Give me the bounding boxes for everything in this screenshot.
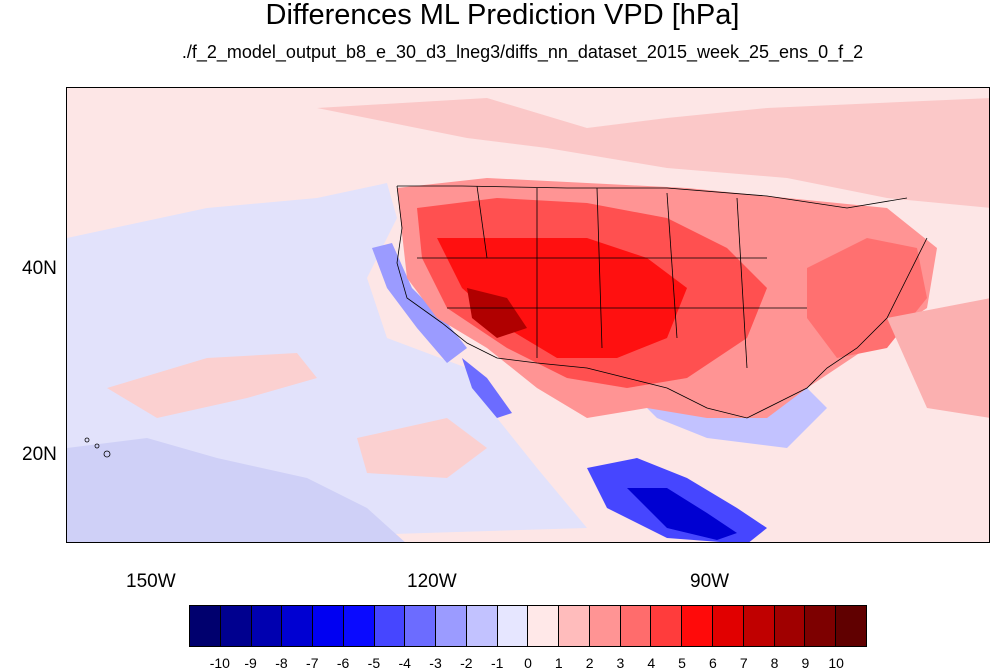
colorbar-tick-label: -2	[460, 655, 473, 671]
colorbar-swatch	[374, 606, 406, 646]
colorbar-swatch	[713, 606, 744, 646]
colorbar-swatch	[313, 606, 344, 646]
colorbar-tick-label: 2	[585, 655, 594, 671]
xlabel-90w: 90W	[690, 571, 730, 592]
colorbar-labels: -10 -9 -8 -7 -6 -5 -4 -3 -2 -1 0 1 2 3 4 5 6 7 8 9 10	[0, 655, 1005, 672]
colorbar-swatch	[559, 606, 590, 646]
ylabel-20n: 20N	[22, 444, 57, 465]
north-pink-region	[317, 98, 989, 208]
colorbar	[189, 605, 867, 647]
colorbar-tick-label: -5	[367, 655, 381, 671]
colorbar-tick-label: 1	[554, 655, 563, 671]
xlabel-150w: 150W	[126, 571, 176, 592]
colorbar-swatch	[805, 606, 837, 646]
colorbar-tick-label: -1	[490, 655, 504, 671]
baja-blue	[462, 358, 512, 418]
coastal-blue-strip	[372, 243, 467, 363]
colorbar-swatch	[682, 606, 714, 646]
colorbar-swatch	[589, 606, 621, 646]
figure-subtitle: ./f_2_model_output_b8_e_30_d3_lneg3/diff…	[181, 42, 864, 62]
colorbar-swatch	[651, 606, 683, 646]
colorbar-swatch	[282, 606, 314, 646]
colorbar-swatch	[743, 606, 775, 646]
colorbar-swatch	[774, 606, 806, 646]
pacific-pink-band	[107, 353, 317, 418]
colorbar-swatch	[620, 606, 652, 646]
colorbar-swatch	[466, 606, 498, 646]
political-boundaries	[396, 185, 928, 419]
colorbar-tick-label: 8	[770, 655, 779, 671]
hawaii-islands	[84, 437, 111, 458]
colorbar-tick-label: 7	[739, 655, 748, 671]
colorbar-swatch	[251, 606, 283, 646]
colorbar-swatch	[436, 606, 467, 646]
colorbar-tick-label: 0	[524, 655, 532, 671]
southwest-hotspot	[467, 288, 527, 338]
colorbar-tick-label: -7	[306, 655, 319, 671]
xlabel-120w: 120W	[407, 571, 457, 592]
colorbar-swatch	[528, 606, 560, 646]
colorbar-tick-label: 6	[709, 655, 717, 671]
colorbar-swatch	[405, 606, 437, 646]
colorbar-swatch	[343, 606, 375, 646]
colorbar-tick-label: 9	[801, 655, 810, 671]
colorbar-tick-label: 4	[647, 655, 656, 671]
ylabel-40n: 40N	[22, 258, 57, 279]
colorbar-tick-label: -3	[429, 655, 442, 671]
map-field	[67, 88, 989, 542]
map-panel	[66, 87, 990, 543]
pacific-negative-region-2	[67, 438, 405, 542]
colorbar-tick-label: -4	[398, 655, 411, 671]
pacific-pink-band-2	[357, 418, 487, 478]
colorbar-tick-label: 5	[678, 655, 686, 671]
colorbar-tick-label: 3	[616, 655, 625, 671]
colorbar-tick-label: -8	[275, 655, 288, 671]
atlantic-pink	[887, 298, 989, 418]
colorbar-swatch	[190, 606, 221, 646]
colorbar-swatch	[220, 606, 252, 646]
colorbar-swatch	[836, 606, 866, 646]
central-america-dark-blue	[627, 488, 737, 540]
colorbar-tick-label: -6	[336, 655, 350, 671]
colorbar-tick-label: -9	[244, 655, 257, 671]
colorbar-swatch	[497, 606, 529, 646]
us-positive-region-core	[437, 238, 687, 358]
colorbar-tick-label: -10	[209, 655, 230, 671]
colorbar-tick-label: 10	[828, 655, 844, 671]
figure-title: Differences ML Prediction VPD [hPa]	[265, 0, 740, 31]
